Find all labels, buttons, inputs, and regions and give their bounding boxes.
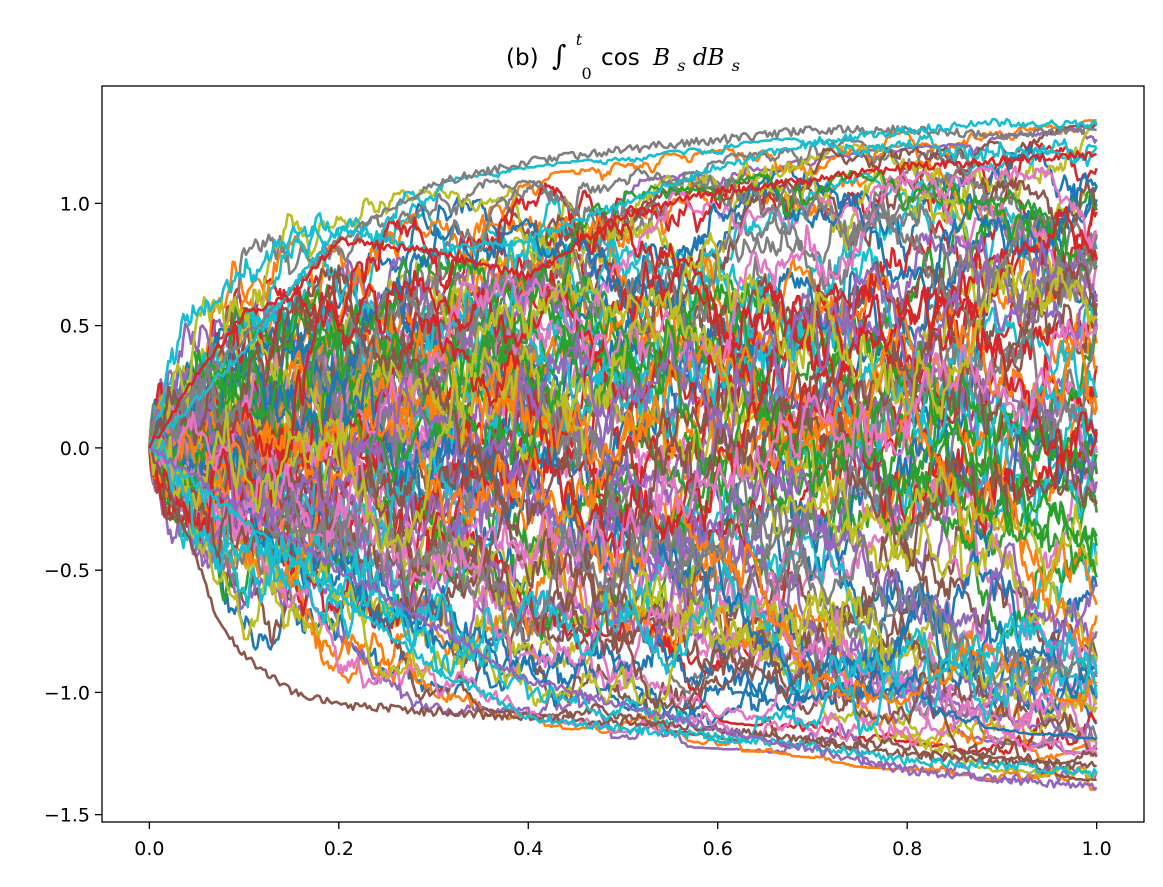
chart-title-lower-limit: 0: [582, 64, 592, 83]
sample-path: [148, 438, 1098, 745]
sample-path: [148, 394, 1098, 719]
y-tick-label: 0.5: [60, 316, 90, 338]
envelope-path-2: [148, 117, 1098, 449]
sample-path: [148, 193, 1098, 453]
chart-title-prefix: (b): [506, 45, 539, 71]
envelope-path-0: [148, 124, 1097, 449]
sample-path: [148, 257, 1098, 524]
axes-frame: [101, 85, 1145, 823]
y-tick-label: −1.5: [44, 805, 90, 827]
sample-path: [148, 391, 1098, 713]
sample-path: [148, 307, 1098, 578]
x-tick-label: 1.0: [1082, 838, 1112, 860]
envelope-path-3: [148, 447, 1098, 778]
sample-path: [148, 240, 1098, 527]
sample-path: [148, 447, 1098, 779]
chart-title-sub-2: s: [732, 56, 740, 75]
x-tick-label: 0.0: [134, 838, 164, 860]
sample-path: [148, 319, 1098, 590]
sample-path: [148, 231, 1098, 554]
x-tick-label: 0.4: [513, 838, 543, 860]
chart-title-sub-1: s: [677, 56, 685, 75]
chart-title-var-db: dB: [693, 45, 725, 71]
sample-path: [148, 367, 1098, 690]
y-tick-label: 0.0: [60, 438, 90, 460]
chart-title-upper-limit: t: [576, 30, 583, 49]
envelope-path-1: [148, 446, 1097, 770]
x-axis: 0.0 0.2 0.4 0.6 0.8 1.0: [134, 822, 1112, 860]
series-paths: [148, 117, 1098, 792]
sample-path: [148, 191, 1097, 494]
sample-path: [148, 421, 1098, 792]
x-tick-label: 0.6: [703, 838, 733, 860]
envelope-path-4: [148, 446, 1098, 792]
y-axis: 1.0 0.5 0.0 −0.5 −1.0 −1.5: [44, 193, 102, 827]
sample-path: [148, 411, 1098, 740]
x-tick-label: 0.8: [892, 838, 922, 860]
y-tick-label: 1.0: [60, 193, 90, 215]
sample-path: [148, 414, 1098, 723]
chart-title: (b) ∫ t 0 cos B s dB s: [506, 25, 740, 85]
y-tick-label: −0.5: [44, 560, 90, 582]
sample-path: [148, 134, 1098, 466]
chart-title-var-b: B: [652, 45, 670, 71]
envelope-path-5: [148, 150, 1097, 449]
plot-area: [148, 117, 1098, 792]
chart-title-integral: ∫: [552, 39, 567, 72]
y-tick-label: −1.0: [44, 682, 90, 704]
chart-title-func: cos: [601, 45, 640, 71]
x-tick-label: 0.2: [324, 838, 354, 860]
